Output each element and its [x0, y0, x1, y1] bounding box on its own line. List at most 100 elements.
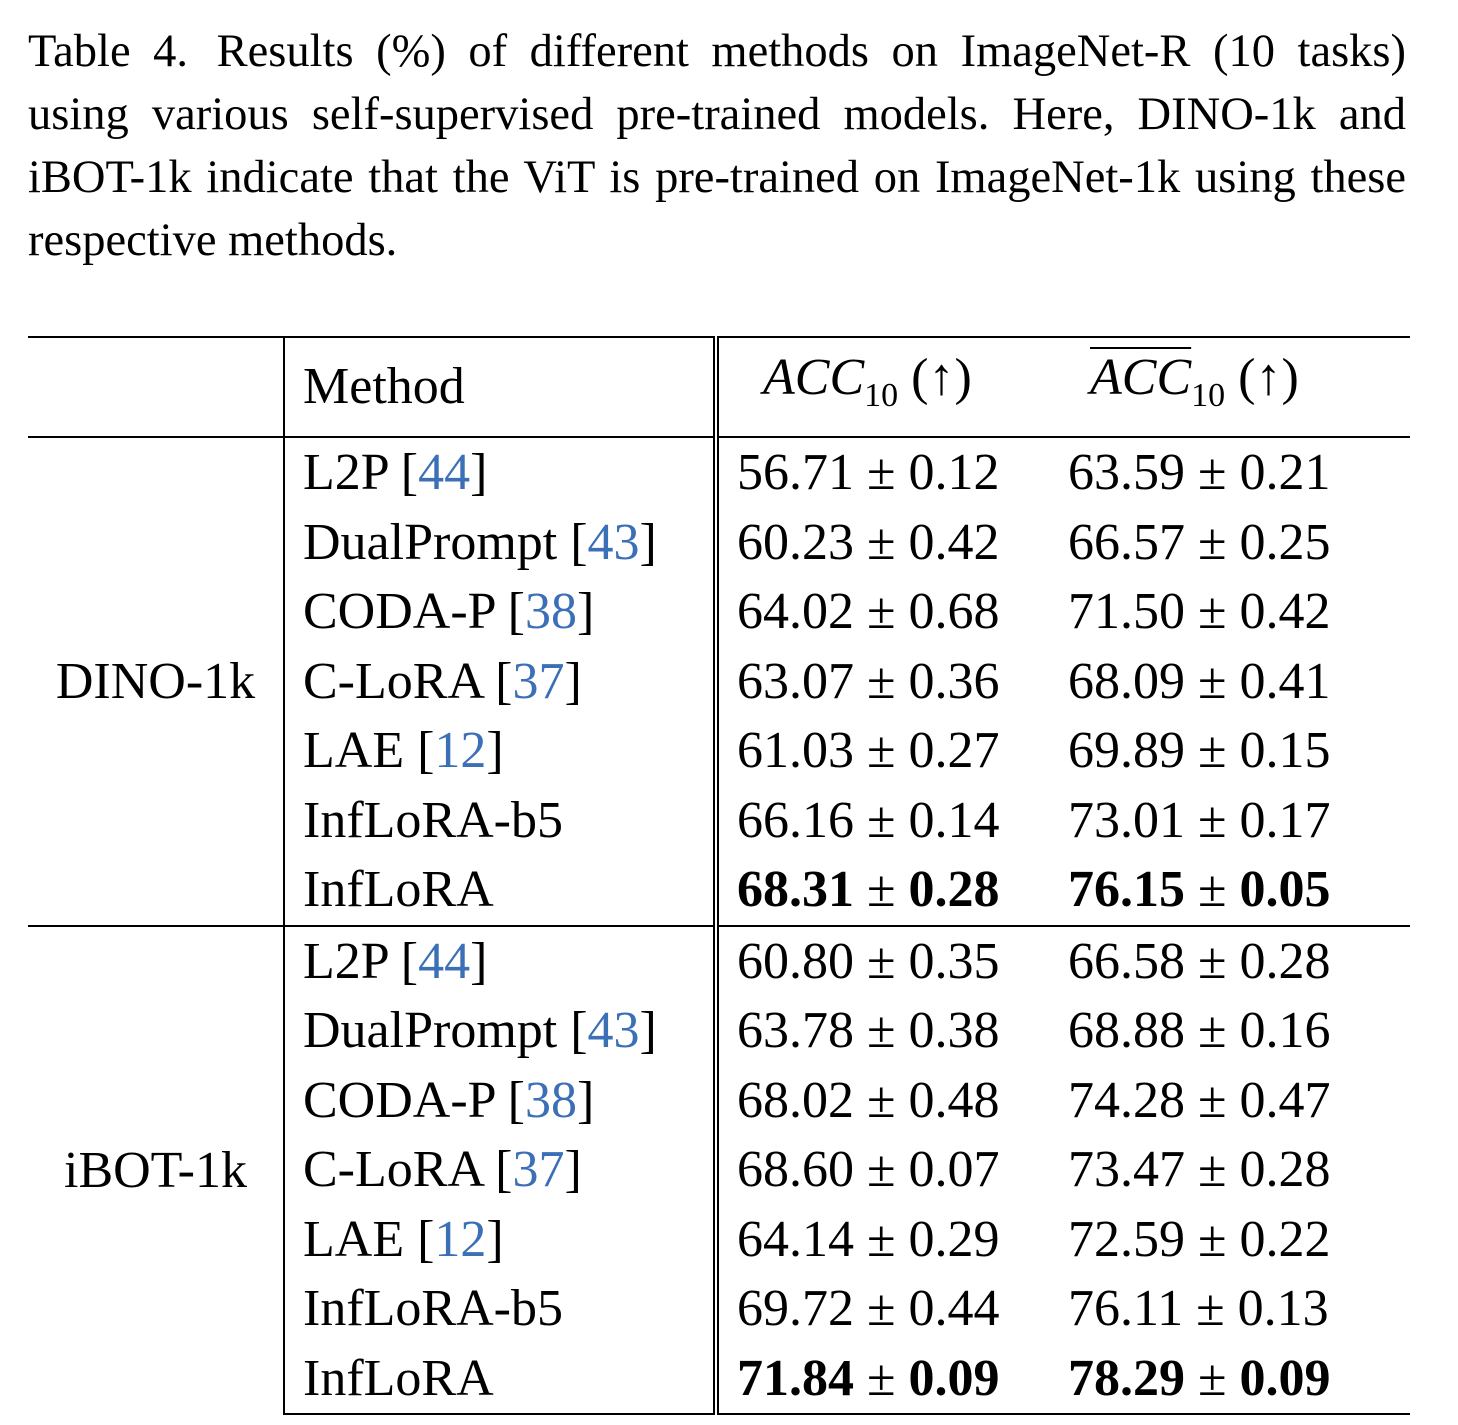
plus-minus: ±	[854, 1071, 909, 1129]
citation-link[interactable]: 44	[418, 444, 471, 501]
method-name: L2P [	[303, 932, 419, 990]
std-value: 0.35	[908, 932, 1000, 990]
plus-minus: ±	[854, 1349, 909, 1407]
mean-value: 71.50	[1068, 583, 1185, 640]
citation-link[interactable]: 43	[587, 513, 640, 571]
plus-minus: ±	[1185, 1349, 1240, 1407]
group-label: DINO-1k	[28, 437, 285, 926]
citation-close-bracket: ]	[564, 1141, 582, 1198]
header-empty-cell	[28, 336, 285, 438]
plus-minus: ±	[854, 652, 909, 710]
method-cell: C-LoRA [37]	[284, 646, 719, 716]
std-value: 0.44	[908, 1280, 1000, 1337]
plus-minus: ±	[1185, 513, 1240, 571]
std-value: 0.42	[908, 513, 1000, 571]
plus-minus: ±	[854, 444, 909, 501]
mean-value: 66.57	[1068, 513, 1185, 571]
caption-text: Results (%) of different methods on Imag…	[28, 26, 1407, 266]
citation-close-bracket: ]	[470, 932, 488, 990]
mean-value: 68.09	[1068, 652, 1185, 710]
std-value: 0.42	[1239, 583, 1331, 640]
citation-close-bracket: ]	[486, 1210, 504, 1268]
plus-minus: ±	[854, 513, 909, 571]
accbar-value-cell: 76.15 ± 0.05	[1060, 855, 1410, 926]
citation-close-bracket: ]	[486, 722, 504, 779]
method-cell: LAE [12]	[284, 716, 719, 786]
mean-value: 66.58	[1068, 932, 1185, 990]
plus-minus: ±	[854, 583, 909, 640]
method-cell: CODA-P [38]	[284, 1065, 719, 1135]
std-value: 0.07	[908, 1141, 1000, 1198]
mean-value: 74.28	[1068, 1071, 1185, 1129]
citation-link[interactable]: 44	[418, 932, 471, 990]
std-value: 0.29	[908, 1210, 1000, 1268]
method-name: InfLoRA-b5	[303, 1280, 563, 1337]
header-accbar-arrow: (↑)	[1238, 349, 1299, 406]
std-value: 0.09	[1239, 1349, 1331, 1407]
citation-link[interactable]: 38	[524, 583, 577, 640]
acc-value-cell: 63.07 ± 0.36	[716, 647, 1060, 717]
citation-link[interactable]: 12	[434, 722, 487, 779]
header-acc: ACC10 (↑)	[716, 336, 1060, 438]
plus-minus: ±	[1185, 652, 1240, 710]
method-cell: InfLoRA-b5	[284, 785, 719, 855]
acc-value-cell: 68.02 ± 0.48	[716, 1066, 1060, 1136]
citation-link[interactable]: 12	[434, 1210, 487, 1268]
method-cell: DualPrompt [43]	[284, 507, 719, 577]
mean-value: 76.11	[1068, 1280, 1184, 1337]
plus-minus: ±	[854, 861, 909, 918]
std-value: 0.48	[908, 1071, 1000, 1129]
citation-link[interactable]: 37	[512, 652, 565, 710]
plus-minus: ±	[1185, 583, 1240, 640]
mean-value: 68.31	[737, 861, 854, 918]
acc-value-cell: 64.02 ± 0.68	[716, 577, 1060, 647]
citation-close-bracket: ]	[639, 513, 657, 571]
plus-minus: ±	[1183, 1280, 1238, 1337]
acc-value-cell: 63.78 ± 0.38	[716, 996, 1060, 1066]
std-value: 0.17	[1239, 791, 1331, 849]
method-name: InfLoRA	[303, 861, 494, 918]
plus-minus: ±	[1185, 791, 1240, 849]
mean-value: 68.02	[737, 1071, 854, 1129]
method-cell: InfLoRA	[284, 855, 719, 926]
method-cell: C-LoRA [37]	[284, 1135, 719, 1205]
std-value: 0.38	[908, 1002, 1000, 1059]
header-acc-subscript: 10	[864, 377, 899, 414]
std-value: 0.05	[1239, 861, 1331, 918]
std-value: 0.68	[908, 583, 1000, 640]
plus-minus: ±	[1185, 932, 1240, 990]
mean-value: 78.29	[1068, 1349, 1185, 1407]
citation-link[interactable]: 38	[524, 1071, 577, 1129]
header-method: Method	[284, 336, 719, 438]
plus-minus: ±	[854, 1210, 909, 1268]
mean-value: 73.47	[1068, 1141, 1185, 1198]
citation-close-bracket: ]	[576, 1071, 595, 1129]
plus-minus: ±	[1185, 444, 1240, 501]
header-accbar-subscript: 10	[1191, 377, 1226, 414]
method-name: C-LoRA [	[303, 1141, 513, 1198]
table-row: InfLoRA 71.84 ± 0.09 78.29 ± 0.09	[28, 1343, 1410, 1415]
method-name: InfLoRA	[303, 1349, 494, 1407]
method-name: LAE [	[303, 722, 435, 779]
std-value: 0.27	[908, 722, 1000, 779]
accbar-value-cell: 72.59 ± 0.22	[1060, 1205, 1410, 1275]
mean-value: 63.78	[737, 1002, 854, 1059]
table-row: InfLoRA 68.31 ± 0.28 76.15 ± 0.05	[28, 855, 1410, 926]
std-value: 0.25	[1239, 513, 1331, 571]
method-cell: LAE [12]	[284, 1204, 719, 1274]
std-value: 0.15	[1239, 722, 1331, 779]
accbar-value-cell: 73.01 ± 0.17	[1060, 786, 1410, 856]
table-row: CODA-P [38] 64.02 ± 0.68 71.50 ± 0.42	[28, 577, 1410, 647]
std-value: 0.22	[1239, 1210, 1331, 1268]
method-name: DualPrompt [	[303, 1002, 588, 1059]
table-row: LAE [12] 64.14 ± 0.29 72.59 ± 0.22	[28, 1204, 1410, 1275]
mean-value: 60.80	[737, 932, 854, 990]
accbar-value-cell: 74.28 ± 0.47	[1060, 1066, 1410, 1136]
plus-minus: ±	[1185, 1002, 1240, 1059]
mean-value: 68.60	[737, 1141, 854, 1198]
acc-value-cell: 68.31 ± 0.28	[716, 855, 1060, 926]
citation-link[interactable]: 43	[587, 1002, 640, 1059]
mean-value: 60.23	[737, 513, 854, 571]
header-acc-arrow: (↑)	[911, 349, 972, 406]
citation-link[interactable]: 37	[512, 1141, 565, 1198]
